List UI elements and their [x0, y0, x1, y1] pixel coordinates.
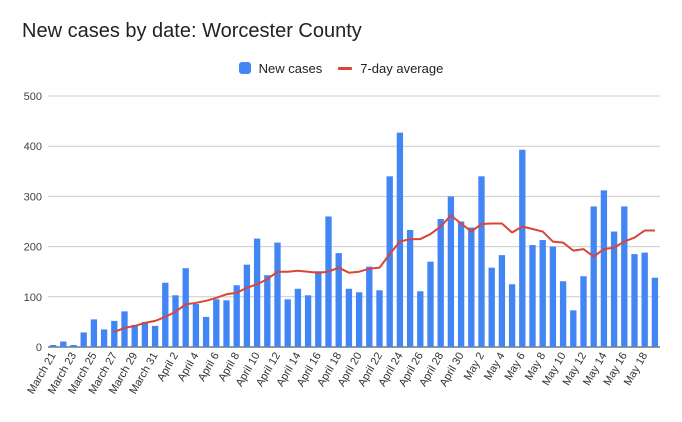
bar-april-14 [294, 288, 302, 347]
bar-march-28 [121, 311, 128, 347]
bar-april-9 [243, 264, 251, 347]
bar-march-21 [49, 344, 57, 347]
bar-april-17 [325, 216, 332, 347]
legend-swatch-7-day-average [338, 66, 353, 70]
bar-april-7 [223, 300, 230, 347]
bar-april-24 [396, 132, 404, 347]
bar-may-3 [488, 267, 495, 347]
bar-april-3 [182, 268, 189, 347]
bar-may-7 [529, 245, 536, 347]
bar-april-10 [253, 238, 261, 347]
bar-april-6 [213, 299, 220, 347]
bar-may-5 [508, 284, 516, 347]
bar-march-25 [90, 319, 98, 347]
bar-april-20 [355, 292, 363, 347]
legend-swatch-new-cases [238, 62, 251, 74]
chart-legend: New cases 7-day average [0, 58, 682, 78]
bar-april-4 [192, 303, 200, 347]
bar-march-26 [100, 329, 108, 347]
bar-april-19 [345, 288, 353, 347]
legend-label-7-day-average: 7-day average [360, 60, 444, 76]
y-tick-label-100: 100 [24, 292, 42, 304]
bar-may-2 [478, 176, 485, 347]
y-tick-label-200: 200 [24, 242, 42, 254]
bar-may-15 [610, 231, 618, 347]
y-tick-label-0: 0 [36, 342, 42, 354]
line-7-day-average [113, 214, 655, 333]
bar-may-17 [631, 254, 638, 347]
bar-april-28 [437, 218, 444, 347]
bar-may-6 [519, 149, 526, 347]
bar-april-25 [406, 230, 414, 347]
bar-april-18 [335, 253, 342, 347]
bar-april-13 [284, 299, 291, 347]
bar-april-29 [447, 196, 455, 347]
bar-april-2 [172, 295, 179, 347]
bar-april-21 [366, 266, 373, 347]
bar-may-9 [549, 246, 557, 347]
y-tick-label-400: 400 [24, 141, 42, 153]
bar-may-1 [468, 227, 475, 347]
bar-april-11 [264, 275, 271, 347]
bar-april-27 [427, 261, 434, 347]
bar-may-10 [559, 281, 567, 347]
bar-april-30 [457, 221, 465, 347]
bar-march-24 [80, 332, 87, 347]
bar-march-23 [70, 344, 77, 347]
y-tick-label-500: 500 [24, 91, 42, 103]
bar-march-31 [151, 325, 159, 347]
legend-item-new-cases[interactable]: New cases [238, 60, 323, 76]
bar-april-22 [376, 290, 383, 347]
bar-may-4 [498, 255, 506, 347]
bar-april-23 [386, 176, 393, 347]
bar-may-19 [651, 277, 659, 347]
bar-april-5 [202, 316, 210, 347]
bar-april-8 [233, 285, 240, 347]
y-tick-label-300: 300 [24, 191, 42, 203]
bar-may-16 [621, 206, 628, 347]
bar-may-8 [539, 240, 546, 347]
legend-item-7-day-average[interactable]: 7-day average [338, 61, 443, 76]
bar-march-29 [131, 324, 138, 347]
bar-march-22 [60, 341, 67, 347]
bar-april-16 [315, 271, 322, 347]
bar-march-27 [111, 320, 118, 347]
chart-title: New cases by date: Worcester County [22, 20, 362, 42]
bar-may-14 [600, 190, 608, 347]
bar-may-12 [580, 276, 587, 347]
bar-april-26 [417, 291, 424, 347]
bar-march-30 [141, 321, 149, 347]
bar-may-11 [570, 310, 577, 347]
legend-label-new-cases: New cases [258, 60, 323, 76]
bar-may-13 [590, 206, 597, 347]
bar-april-1 [162, 282, 169, 347]
bar-april-12 [274, 242, 281, 347]
bar-may-18 [641, 252, 648, 347]
bar-april-15 [304, 295, 312, 347]
